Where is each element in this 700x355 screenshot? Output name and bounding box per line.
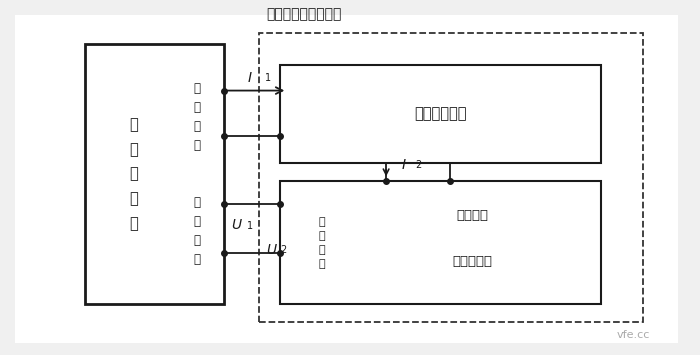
Text: 2: 2 (415, 160, 421, 170)
Text: 1: 1 (247, 220, 253, 231)
Text: 2: 2 (280, 245, 286, 255)
Text: 被
检
测
试
仪: 被 检 测 试 仪 (130, 117, 138, 231)
Bar (260, 33, 643, 322)
Text: 电
流
端
钮: 电 流 端 钮 (193, 82, 200, 152)
Bar (280, 65, 601, 163)
Text: vfe.cc: vfe.cc (617, 329, 650, 339)
Text: 电
压
端
钮: 电 压 端 钮 (318, 217, 326, 269)
Text: U: U (232, 218, 242, 232)
Text: 1: 1 (265, 73, 271, 83)
Bar (85, 44, 225, 304)
Text: 电
压
端
钮: 电 压 端 钮 (193, 196, 200, 266)
Text: 电流型有源模拟电阻: 电流型有源模拟电阻 (266, 7, 342, 21)
Text: 电流转换装置: 电流转换装置 (414, 106, 467, 122)
Text: 标准电阻器: 标准电阻器 (453, 255, 493, 268)
Text: 电流端钮: 电流端钮 (456, 209, 489, 222)
Bar (280, 181, 601, 304)
Text: I: I (402, 158, 405, 172)
Text: I: I (248, 71, 252, 85)
Text: U: U (267, 243, 276, 257)
